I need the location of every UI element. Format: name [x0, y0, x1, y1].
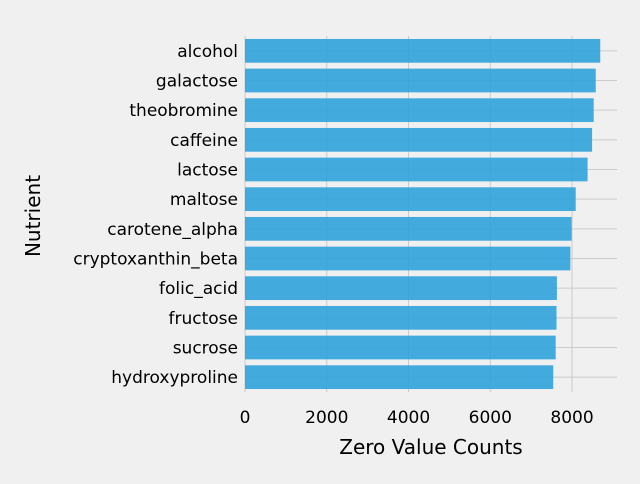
bar-folic_acid	[245, 276, 557, 301]
y-tick-label: cryptoxanthin_beta	[73, 250, 238, 270]
y-tick-labels: alcohol galactose theobromine caffeine lacto…	[73, 42, 238, 388]
bar-caffeine	[245, 127, 593, 152]
y-tick-label: lactose	[177, 161, 238, 181]
y-tick-label: alcohol	[177, 42, 238, 62]
x-axis-label: Zero Value Counts	[339, 435, 522, 459]
x-tick-label: 0	[240, 408, 251, 428]
y-tick-label: sucrose	[173, 339, 238, 359]
bar-theobromine	[245, 98, 594, 123]
y-tick-label: caffeine	[170, 131, 238, 151]
x-tick-label: 4000	[387, 408, 430, 428]
y-tick-label: hydroxyproline	[111, 368, 238, 388]
bar-carotene_alpha	[245, 216, 572, 241]
bars	[245, 38, 601, 390]
bar-maltose	[245, 187, 576, 212]
bar-cryptoxanthin_beta	[245, 246, 571, 271]
x-tick-label: 8000	[550, 408, 593, 428]
y-tick-label: theobromine	[129, 101, 238, 121]
y-tick-label: carotene_alpha	[107, 220, 238, 240]
y-axis-label: Nutrient	[21, 175, 45, 257]
y-tick-label: galactose	[156, 72, 238, 92]
x-tick-label: 2000	[305, 408, 348, 428]
bar-lactose	[245, 157, 588, 182]
bar-fructose	[245, 305, 557, 330]
y-tick-label: maltose	[170, 190, 238, 210]
bar-sucrose	[245, 335, 556, 360]
x-tick-labels: 0 2000 4000 6000 8000	[240, 408, 594, 428]
bar-galactose	[245, 68, 596, 93]
bar-hydroxyproline	[245, 365, 554, 390]
bar-alcohol	[245, 38, 601, 63]
y-tick-label: fructose	[169, 309, 238, 329]
x-tick-label: 6000	[469, 408, 512, 428]
y-tick-label: folic_acid	[159, 279, 238, 299]
